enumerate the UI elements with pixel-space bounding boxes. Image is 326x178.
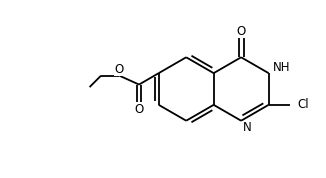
Text: Cl: Cl [297, 98, 309, 111]
Text: NH: NH [273, 61, 291, 74]
Text: N: N [243, 121, 251, 134]
Text: O: O [236, 25, 246, 38]
Text: O: O [134, 103, 144, 116]
Text: O: O [115, 63, 124, 76]
